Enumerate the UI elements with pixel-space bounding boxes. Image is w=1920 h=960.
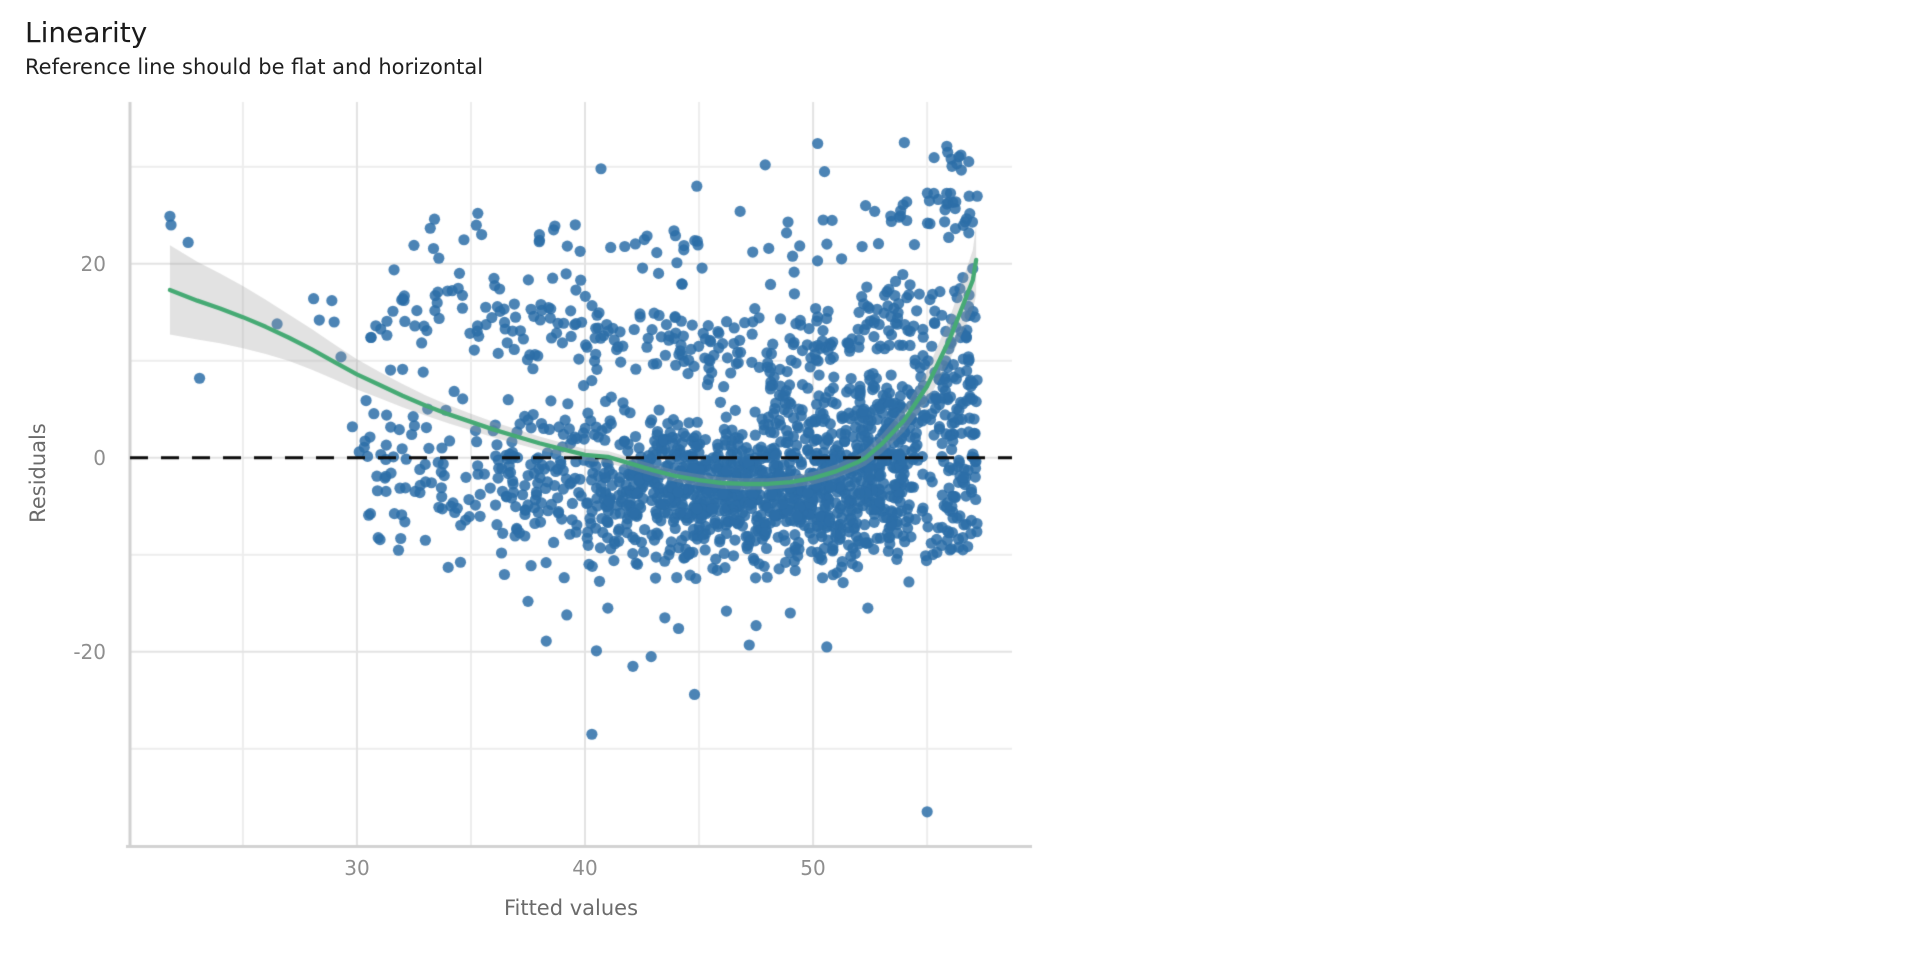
- y-tick-label-neg20: -20: [73, 640, 106, 664]
- y-tick-label-20: 20: [80, 252, 106, 276]
- chart-title: Linearity: [25, 16, 148, 49]
- x-tick-label-50: 50: [800, 856, 826, 880]
- y-tick-label-0: 0: [93, 446, 106, 470]
- x-tick-label-30: 30: [344, 856, 370, 880]
- x-tick-label-40: 40: [572, 856, 598, 880]
- x-axis-title: Fitted values: [503, 896, 639, 920]
- chart-subtitle: Reference line should be flat and horizo…: [25, 55, 484, 79]
- y-axis-title: Residuals: [26, 423, 50, 523]
